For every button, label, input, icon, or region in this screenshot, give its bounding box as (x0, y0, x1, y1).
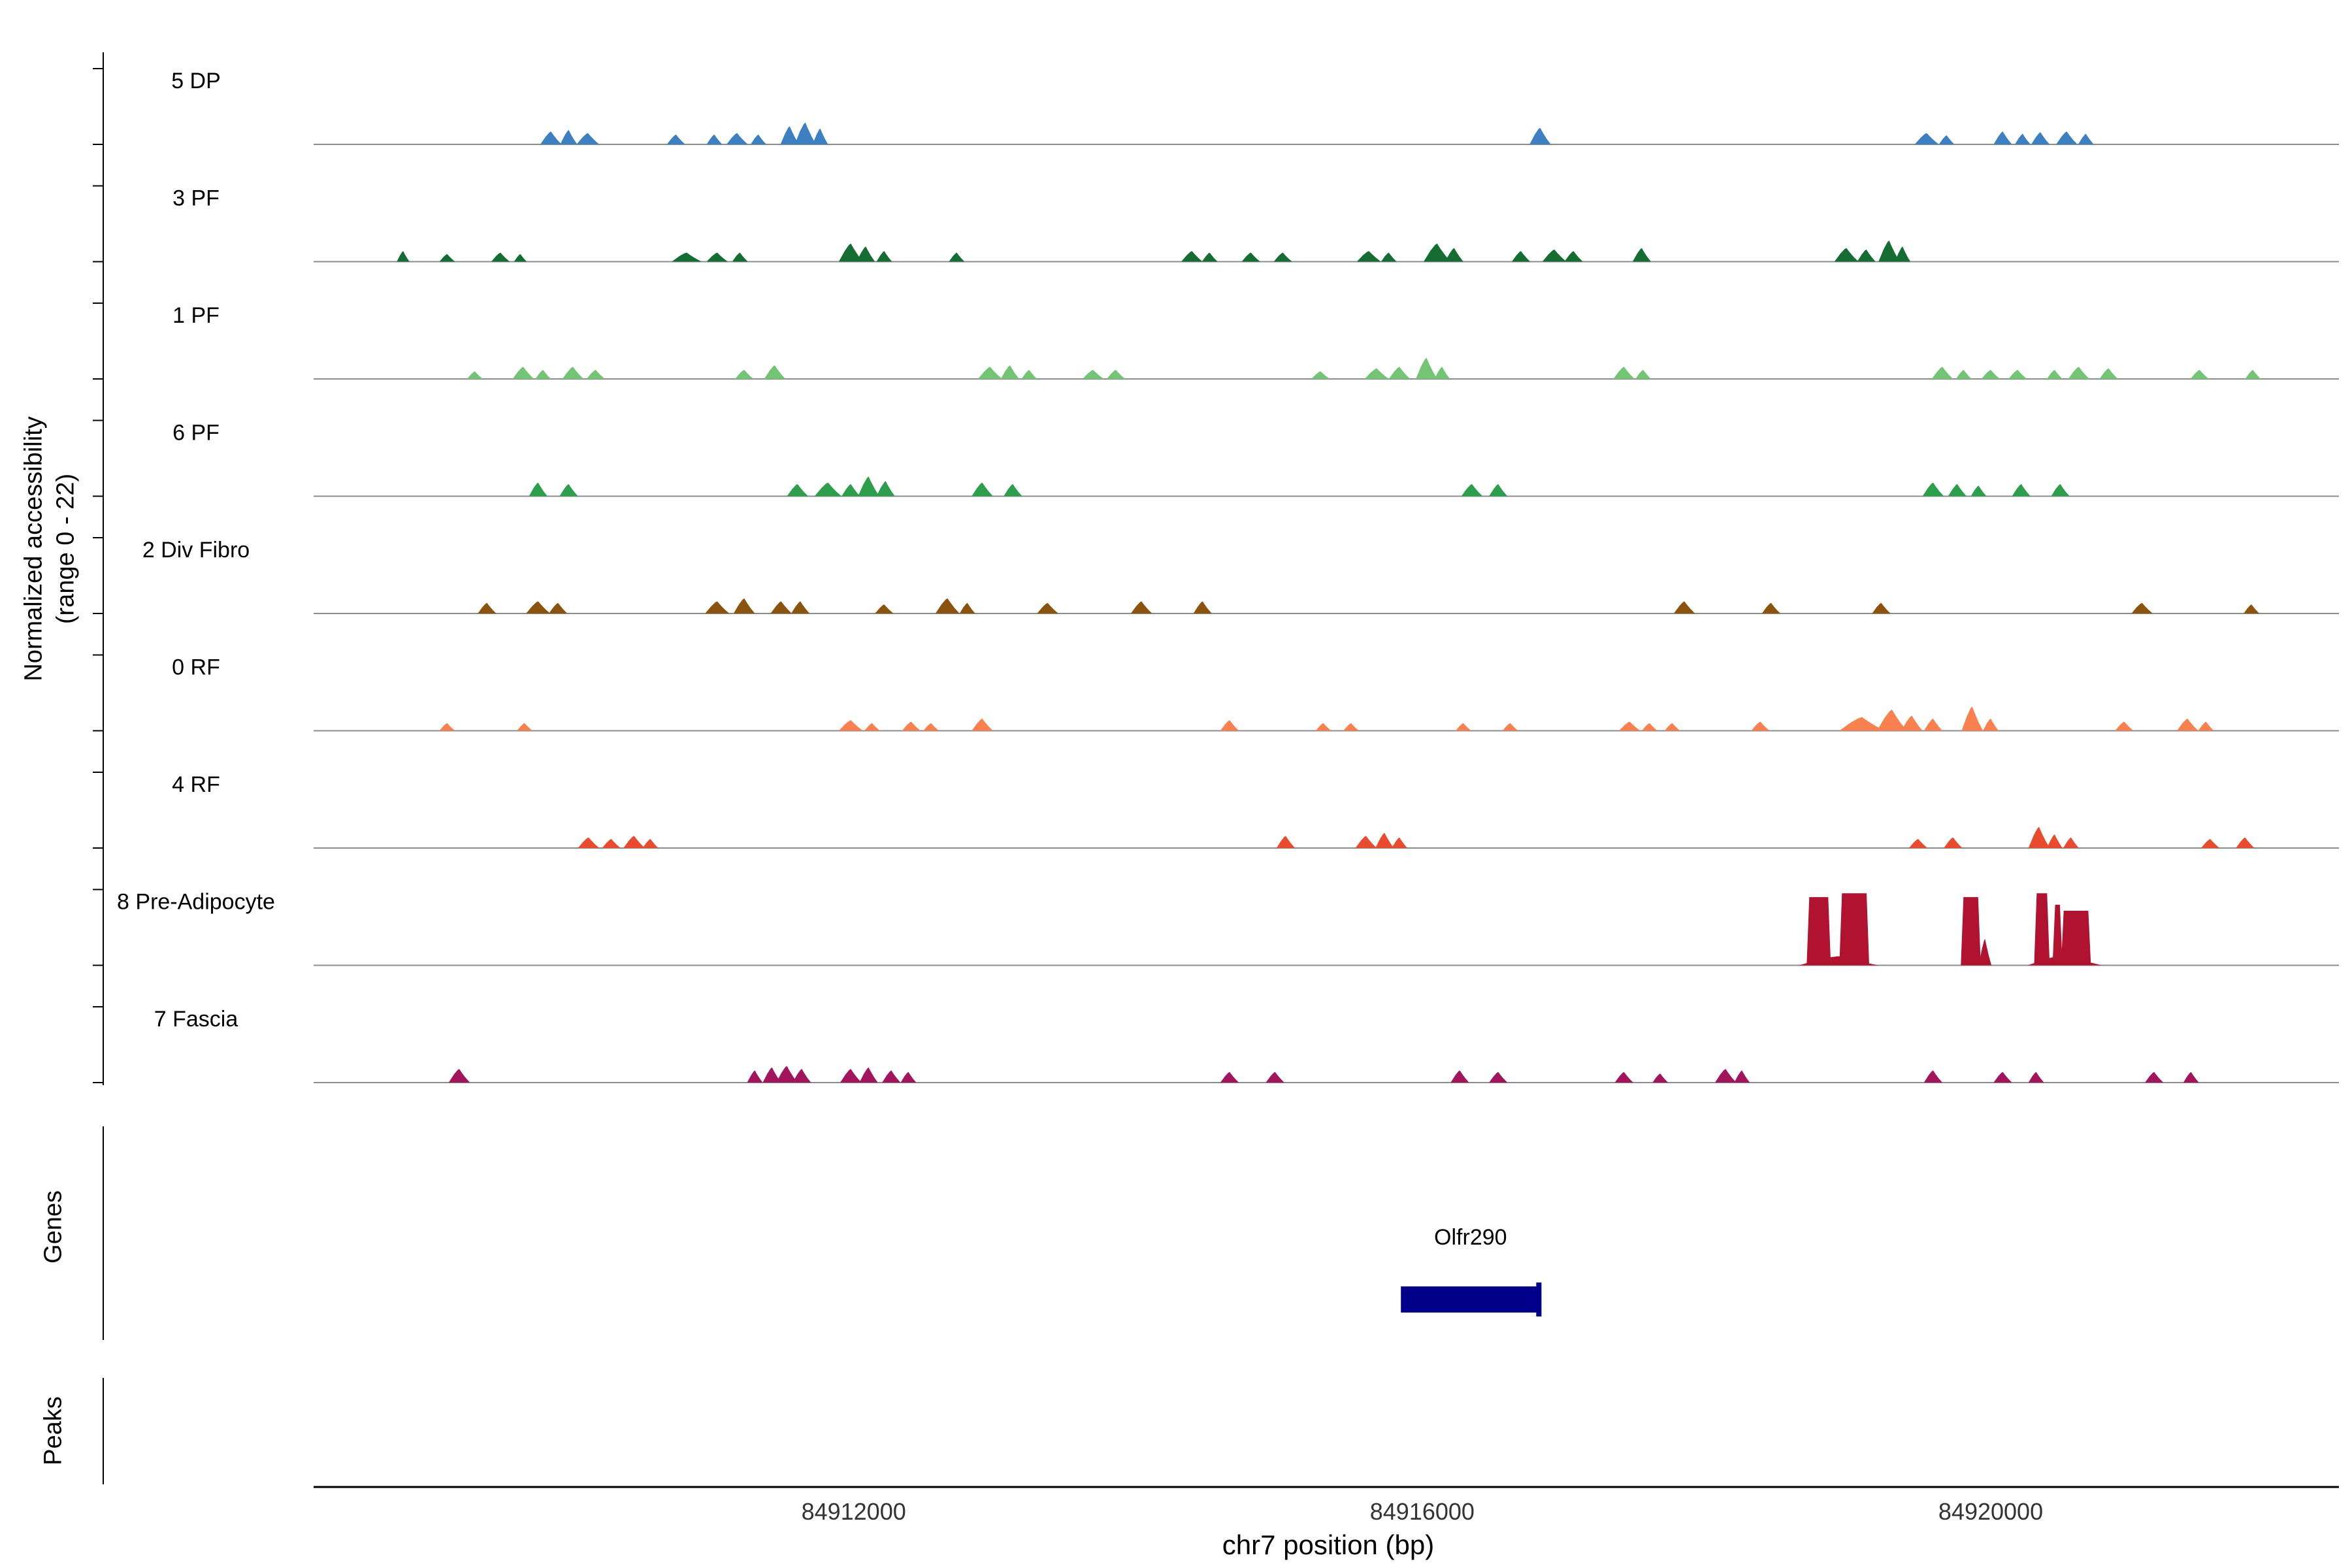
track-label: 7 Fascia (154, 1007, 238, 1032)
track-signal (1799, 893, 2102, 966)
track-signal (578, 826, 2255, 848)
x-tick-label: 84912000 (802, 1498, 906, 1525)
x-tick-label: 84920000 (1938, 1498, 2043, 1525)
track-label: 1 PF (172, 303, 220, 328)
track-signal (448, 1066, 2199, 1083)
track-label: 3 PF (172, 186, 220, 211)
gene-body (1401, 1286, 1541, 1313)
x-tick-label: 84916000 (1370, 1498, 1475, 1525)
x-axis-title: chr7 position (bp) (1222, 1529, 1435, 1560)
gene-end-mark (1536, 1282, 1542, 1316)
track-signal (529, 476, 2070, 497)
track-signal (540, 122, 2094, 144)
track-label: 5 DP (171, 69, 221, 93)
track-signal (439, 706, 2214, 731)
track-signal (478, 598, 2260, 613)
track-signal (466, 357, 2261, 379)
track-label: 2 Div Fibro (142, 538, 250, 563)
gene-name-label: Olfr290 (1434, 1225, 1507, 1250)
track-label: 4 RF (172, 772, 220, 797)
track-label: 8 Pre-Adipocyte (117, 890, 275, 915)
track-signal (397, 240, 1911, 262)
track-label: 6 PF (172, 421, 220, 446)
track-label: 0 RF (172, 655, 220, 680)
